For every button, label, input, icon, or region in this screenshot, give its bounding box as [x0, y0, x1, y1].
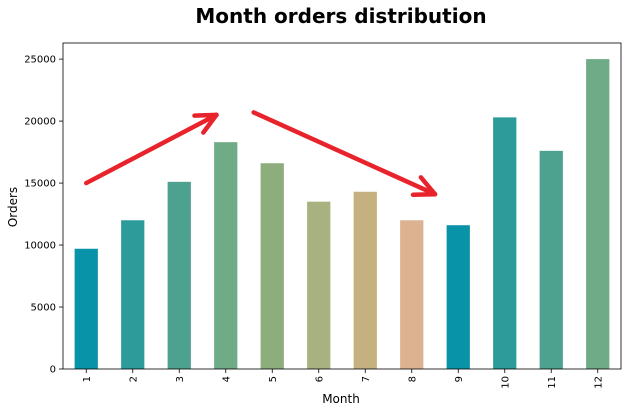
y-axis-label: Orders [6, 187, 20, 227]
x-tick-label: 4 [221, 376, 232, 382]
annotation-arrow-2 [251, 110, 438, 198]
x-tick-label: 9 [454, 376, 465, 382]
bar-month-1 [74, 248, 98, 369]
y-tick-label: 0 [50, 365, 56, 376]
x-tick-label: 12 [593, 376, 604, 389]
annotation-arrows [84, 110, 438, 198]
y-tick-label: 15000 [24, 179, 56, 190]
y-tick-label: 5000 [31, 303, 56, 314]
bar-month-2 [121, 220, 145, 369]
x-axis-label: Month [322, 392, 360, 406]
bar-month-3 [167, 181, 191, 369]
bar-month-4 [214, 142, 238, 369]
bar-month-8 [400, 220, 424, 369]
bar-month-11 [539, 150, 563, 369]
bar-month-10 [493, 117, 517, 370]
x-tick-label: 7 [361, 376, 372, 382]
x-tick-label: 11 [547, 376, 558, 389]
y-axis-ticks: 0 5000 10000 15000 20000 25000 [24, 55, 63, 376]
y-tick-label: 20000 [24, 117, 56, 128]
x-tick-label: 8 [407, 376, 418, 382]
y-tick-label: 25000 [24, 55, 56, 66]
x-tick-label: 5 [268, 376, 279, 382]
y-tick-label: 10000 [24, 241, 56, 252]
bar-month-12 [586, 59, 610, 369]
plot-frame [62, 42, 622, 370]
chart-title: Month orders distribution [195, 4, 486, 28]
x-tick-label: 3 [175, 376, 186, 382]
bars-group [74, 59, 610, 370]
bar-month-9 [446, 225, 470, 369]
annotation-arrow-1 [84, 112, 219, 186]
bar-month-7 [353, 191, 377, 369]
x-tick-label: 6 [314, 376, 325, 382]
bar-month-6 [307, 201, 331, 369]
x-tick-label: 10 [500, 376, 511, 389]
x-tick-label: 1 [82, 376, 93, 382]
x-axis-ticks: 1 2 3 4 5 6 7 8 9 10 11 12 [82, 369, 604, 389]
bar-month-5 [260, 163, 284, 369]
x-tick-label: 2 [128, 376, 139, 382]
